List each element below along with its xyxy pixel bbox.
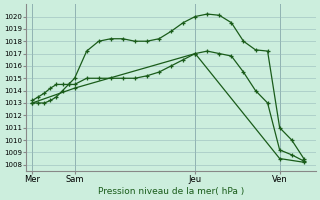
X-axis label: Pression niveau de la mer( hPa ): Pression niveau de la mer( hPa ) (98, 187, 244, 196)
